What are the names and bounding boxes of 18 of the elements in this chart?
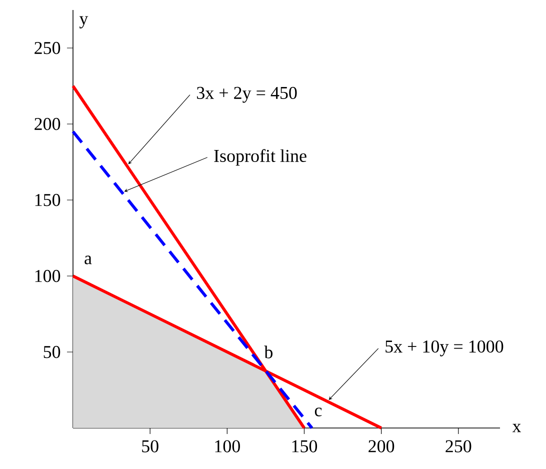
annotation: c (314, 408, 322, 416)
annotation: Isoprofit line (214, 149, 306, 166)
x-tick-label: 100 (215, 440, 240, 452)
y-tick-label: 150 (35, 194, 60, 206)
y-axis-title: y (79, 16, 88, 28)
annotation: a (84, 256, 92, 264)
annotation: b (264, 346, 273, 358)
y-tick-label: 250 (34, 42, 60, 54)
y-tick-label: 200 (34, 118, 60, 130)
x-tick-label: 50 (142, 440, 158, 452)
y-tick-label: 100 (35, 270, 60, 282)
x-tick-label: 150 (292, 440, 318, 452)
annotation: 5x + 10y = 1000 (386, 340, 504, 356)
x-tick-label: 200 (368, 440, 394, 452)
x-tick-label: 250 (446, 440, 472, 452)
x-axis-title: x (512, 424, 521, 432)
y-tick-label: 50 (44, 346, 60, 358)
annotation: 3x + 2y = 450 (197, 86, 297, 103)
